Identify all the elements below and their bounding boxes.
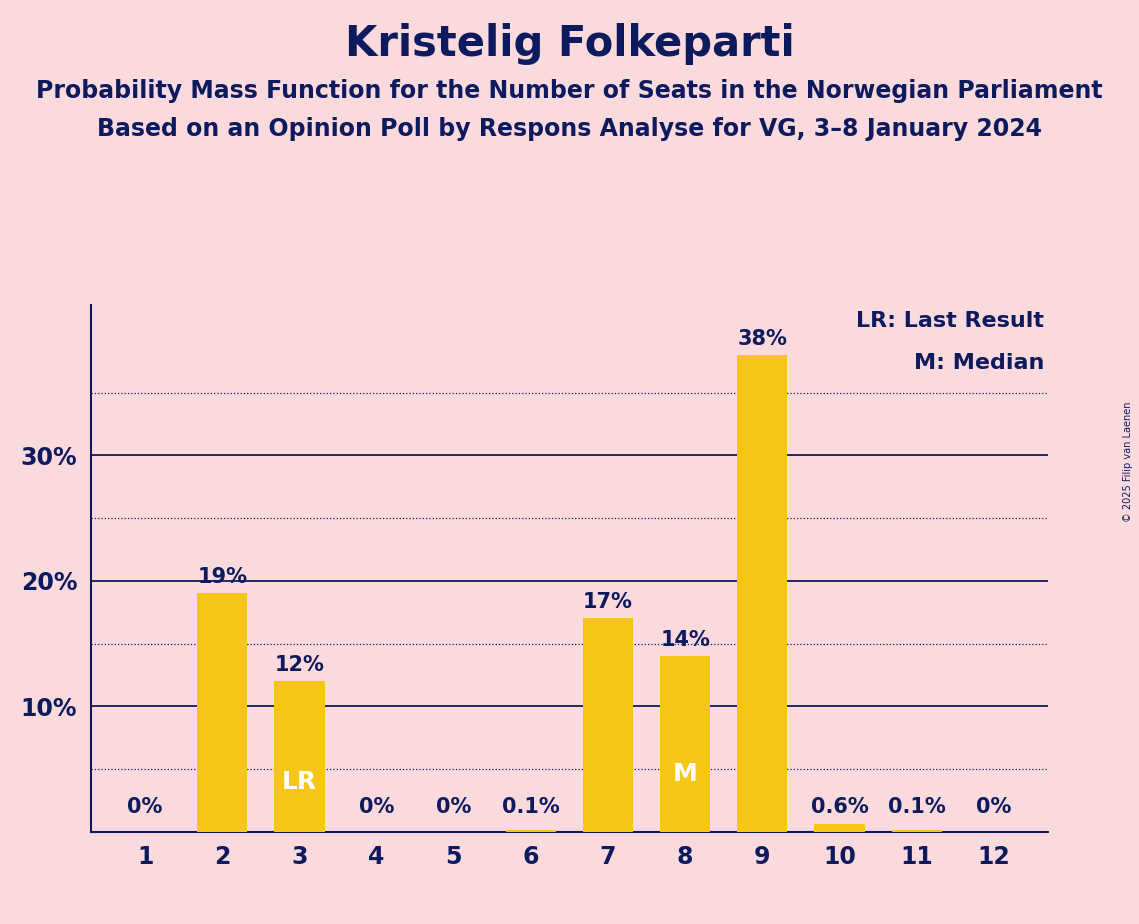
Bar — [583, 618, 633, 832]
Text: M: Median: M: Median — [913, 353, 1044, 372]
Text: 14%: 14% — [661, 630, 711, 650]
Text: LR: Last Result: LR: Last Result — [857, 311, 1044, 331]
Text: M: M — [673, 761, 697, 785]
Text: 0%: 0% — [976, 796, 1011, 817]
Text: 0.1%: 0.1% — [887, 796, 945, 817]
Text: © 2025 Filip van Laenen: © 2025 Filip van Laenen — [1123, 402, 1133, 522]
Text: 0%: 0% — [128, 796, 163, 817]
Text: 38%: 38% — [737, 329, 787, 349]
Text: 0.6%: 0.6% — [811, 796, 868, 817]
Text: LR: LR — [281, 770, 317, 794]
Text: Probability Mass Function for the Number of Seats in the Norwegian Parliament: Probability Mass Function for the Number… — [36, 79, 1103, 103]
Text: 0%: 0% — [436, 796, 472, 817]
Bar — [892, 831, 942, 832]
Text: 0%: 0% — [359, 796, 394, 817]
Bar — [506, 831, 556, 832]
Text: Kristelig Folkeparti: Kristelig Folkeparti — [345, 23, 794, 65]
Bar — [814, 824, 865, 832]
Text: Based on an Opinion Poll by Respons Analyse for VG, 3–8 January 2024: Based on an Opinion Poll by Respons Anal… — [97, 117, 1042, 141]
Bar — [274, 681, 325, 832]
Bar — [737, 355, 787, 832]
Text: 19%: 19% — [197, 567, 247, 587]
Bar — [661, 656, 711, 832]
Text: 17%: 17% — [583, 592, 633, 613]
Text: 0.1%: 0.1% — [502, 796, 559, 817]
Text: 12%: 12% — [274, 655, 325, 675]
Bar — [197, 593, 247, 832]
